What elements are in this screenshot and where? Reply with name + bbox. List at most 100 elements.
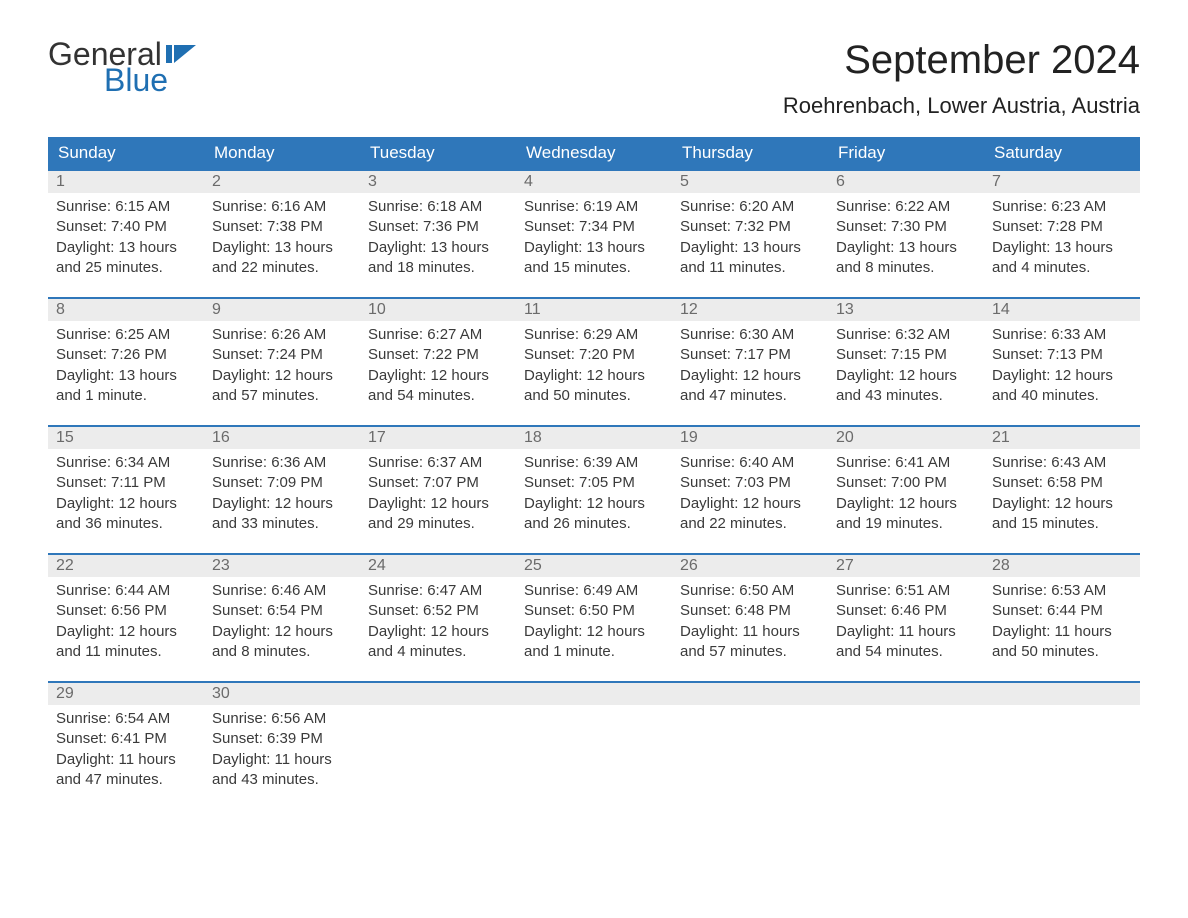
daylight-line1: Daylight: 11 hours bbox=[56, 750, 196, 770]
day-info: Sunrise: 6:43 AMSunset: 6:58 PMDaylight:… bbox=[984, 449, 1140, 546]
sunset-text: Sunset: 7:28 PM bbox=[992, 217, 1132, 237]
daylight-line1: Daylight: 11 hours bbox=[836, 622, 976, 642]
sunrise-text: Sunrise: 6:20 AM bbox=[680, 197, 820, 217]
day-info: Sunrise: 6:39 AMSunset: 7:05 PMDaylight:… bbox=[516, 449, 672, 546]
calendar-day-cell: 28Sunrise: 6:53 AMSunset: 6:44 PMDayligh… bbox=[984, 553, 1140, 681]
daylight-line2: and 15 minutes. bbox=[524, 258, 664, 278]
day-number: 17 bbox=[360, 425, 516, 449]
header: General Blue September 2024 Roehrenbach,… bbox=[48, 38, 1140, 119]
daylight-line2: and 1 minute. bbox=[56, 386, 196, 406]
sunset-text: Sunset: 7:22 PM bbox=[368, 345, 508, 365]
sunset-text: Sunset: 7:07 PM bbox=[368, 473, 508, 493]
day-info: Sunrise: 6:18 AMSunset: 7:36 PMDaylight:… bbox=[360, 193, 516, 290]
daylight-line1: Daylight: 12 hours bbox=[680, 366, 820, 386]
day-info: Sunrise: 6:22 AMSunset: 7:30 PMDaylight:… bbox=[828, 193, 984, 290]
day-number: 9 bbox=[204, 297, 360, 321]
day-number: 19 bbox=[672, 425, 828, 449]
daylight-line1: Daylight: 12 hours bbox=[368, 494, 508, 514]
calendar-day-cell: . bbox=[672, 681, 828, 809]
day-number: 22 bbox=[48, 553, 204, 577]
sunrise-text: Sunrise: 6:54 AM bbox=[56, 709, 196, 729]
day-number: 14 bbox=[984, 297, 1140, 321]
sunset-text: Sunset: 7:30 PM bbox=[836, 217, 976, 237]
logo-word-blue: Blue bbox=[104, 64, 200, 96]
calendar-day-cell: 20Sunrise: 6:41 AMSunset: 7:00 PMDayligh… bbox=[828, 425, 984, 553]
calendar-week-row: 15Sunrise: 6:34 AMSunset: 7:11 PMDayligh… bbox=[48, 425, 1140, 553]
sunset-text: Sunset: 6:52 PM bbox=[368, 601, 508, 621]
daylight-line2: and 8 minutes. bbox=[836, 258, 976, 278]
weekday-header: Tuesday bbox=[360, 137, 516, 169]
sunset-text: Sunset: 6:48 PM bbox=[680, 601, 820, 621]
daylight-line1: Daylight: 12 hours bbox=[368, 622, 508, 642]
sunrise-text: Sunrise: 6:50 AM bbox=[680, 581, 820, 601]
title-block: September 2024 Roehrenbach, Lower Austri… bbox=[783, 38, 1140, 119]
sunset-text: Sunset: 7:40 PM bbox=[56, 217, 196, 237]
day-info: Sunrise: 6:41 AMSunset: 7:00 PMDaylight:… bbox=[828, 449, 984, 546]
day-number: 29 bbox=[48, 681, 204, 705]
day-info: Sunrise: 6:53 AMSunset: 6:44 PMDaylight:… bbox=[984, 577, 1140, 674]
daylight-line2: and 57 minutes. bbox=[680, 642, 820, 662]
sunset-text: Sunset: 6:54 PM bbox=[212, 601, 352, 621]
day-number: 25 bbox=[516, 553, 672, 577]
sunrise-text: Sunrise: 6:18 AM bbox=[368, 197, 508, 217]
calendar-week-row: 29Sunrise: 6:54 AMSunset: 6:41 PMDayligh… bbox=[48, 681, 1140, 809]
sunset-text: Sunset: 7:03 PM bbox=[680, 473, 820, 493]
sunset-text: Sunset: 7:36 PM bbox=[368, 217, 508, 237]
calendar-day-cell: 10Sunrise: 6:27 AMSunset: 7:22 PMDayligh… bbox=[360, 297, 516, 425]
sunrise-text: Sunrise: 6:16 AM bbox=[212, 197, 352, 217]
calendar-day-cell: 13Sunrise: 6:32 AMSunset: 7:15 PMDayligh… bbox=[828, 297, 984, 425]
sunrise-text: Sunrise: 6:26 AM bbox=[212, 325, 352, 345]
day-info: Sunrise: 6:49 AMSunset: 6:50 PMDaylight:… bbox=[516, 577, 672, 674]
sunrise-text: Sunrise: 6:43 AM bbox=[992, 453, 1132, 473]
daylight-line1: Daylight: 13 hours bbox=[992, 238, 1132, 258]
daylight-line2: and 33 minutes. bbox=[212, 514, 352, 534]
sunset-text: Sunset: 7:32 PM bbox=[680, 217, 820, 237]
weekday-header: Monday bbox=[204, 137, 360, 169]
day-number: 7 bbox=[984, 169, 1140, 193]
sunset-text: Sunset: 6:39 PM bbox=[212, 729, 352, 749]
daylight-line1: Daylight: 12 hours bbox=[524, 622, 664, 642]
calendar-day-cell: 22Sunrise: 6:44 AMSunset: 6:56 PMDayligh… bbox=[48, 553, 204, 681]
daylight-line2: and 11 minutes. bbox=[56, 642, 196, 662]
day-info: Sunrise: 6:51 AMSunset: 6:46 PMDaylight:… bbox=[828, 577, 984, 674]
daylight-line2: and 18 minutes. bbox=[368, 258, 508, 278]
day-number: 11 bbox=[516, 297, 672, 321]
sunset-text: Sunset: 7:34 PM bbox=[524, 217, 664, 237]
calendar-day-cell: 21Sunrise: 6:43 AMSunset: 6:58 PMDayligh… bbox=[984, 425, 1140, 553]
calendar-day-cell: 15Sunrise: 6:34 AMSunset: 7:11 PMDayligh… bbox=[48, 425, 204, 553]
daylight-line1: Daylight: 11 hours bbox=[992, 622, 1132, 642]
calendar-week-row: 1Sunrise: 6:15 AMSunset: 7:40 PMDaylight… bbox=[48, 169, 1140, 297]
day-info: Sunrise: 6:32 AMSunset: 7:15 PMDaylight:… bbox=[828, 321, 984, 418]
calendar-day-cell: 4Sunrise: 6:19 AMSunset: 7:34 PMDaylight… bbox=[516, 169, 672, 297]
sunset-text: Sunset: 7:26 PM bbox=[56, 345, 196, 365]
daylight-line2: and 1 minute. bbox=[524, 642, 664, 662]
day-info: Sunrise: 6:26 AMSunset: 7:24 PMDaylight:… bbox=[204, 321, 360, 418]
day-info: Sunrise: 6:25 AMSunset: 7:26 PMDaylight:… bbox=[48, 321, 204, 418]
daylight-line1: Daylight: 11 hours bbox=[212, 750, 352, 770]
calendar-day-cell: 6Sunrise: 6:22 AMSunset: 7:30 PMDaylight… bbox=[828, 169, 984, 297]
day-info bbox=[516, 705, 672, 721]
day-info bbox=[828, 705, 984, 721]
daylight-line1: Daylight: 11 hours bbox=[680, 622, 820, 642]
sunrise-text: Sunrise: 6:32 AM bbox=[836, 325, 976, 345]
daylight-line2: and 43 minutes. bbox=[836, 386, 976, 406]
daylight-line2: and 22 minutes. bbox=[680, 514, 820, 534]
day-number: 26 bbox=[672, 553, 828, 577]
daylight-line1: Daylight: 12 hours bbox=[992, 494, 1132, 514]
day-number: . bbox=[360, 681, 516, 705]
daylight-line2: and 50 minutes. bbox=[992, 642, 1132, 662]
daylight-line1: Daylight: 13 hours bbox=[680, 238, 820, 258]
weekday-header: Wednesday bbox=[516, 137, 672, 169]
sunrise-text: Sunrise: 6:22 AM bbox=[836, 197, 976, 217]
daylight-line1: Daylight: 13 hours bbox=[368, 238, 508, 258]
sunrise-text: Sunrise: 6:49 AM bbox=[524, 581, 664, 601]
daylight-line1: Daylight: 12 hours bbox=[836, 494, 976, 514]
day-number: 8 bbox=[48, 297, 204, 321]
sunset-text: Sunset: 7:15 PM bbox=[836, 345, 976, 365]
calendar-day-cell: 18Sunrise: 6:39 AMSunset: 7:05 PMDayligh… bbox=[516, 425, 672, 553]
calendar-day-cell: 11Sunrise: 6:29 AMSunset: 7:20 PMDayligh… bbox=[516, 297, 672, 425]
daylight-line2: and 4 minutes. bbox=[992, 258, 1132, 278]
day-number: 6 bbox=[828, 169, 984, 193]
daylight-line1: Daylight: 12 hours bbox=[56, 622, 196, 642]
day-number: 18 bbox=[516, 425, 672, 449]
